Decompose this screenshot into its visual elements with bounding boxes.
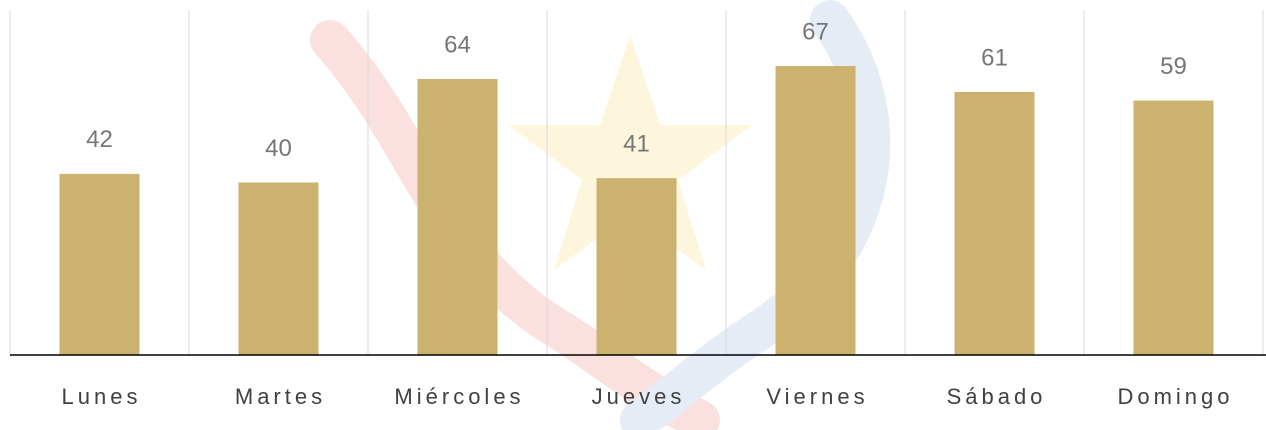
category-dividers [9, 10, 1264, 355]
bar [954, 91, 1035, 355]
data-label: 41 [623, 131, 650, 158]
bar [775, 66, 856, 355]
x-tick-label: Viernes [766, 384, 868, 409]
x-tick-label: Lunes [62, 384, 142, 409]
data-label: 61 [981, 44, 1008, 71]
x-tick-label: Sábado [947, 384, 1047, 409]
x-tick-label: Domingo [1117, 384, 1233, 409]
x-tick-label: Martes [235, 384, 326, 409]
data-label: 64 [444, 31, 471, 58]
data-label: 59 [1160, 53, 1187, 80]
data-label: 67 [802, 18, 829, 45]
data-label: 40 [265, 135, 292, 162]
x-tick-label: Miércoles [394, 384, 524, 409]
plot: 42 Lunes 40 Martes 64 Miércoles 41 Jueves 67 Vier… [59, 18, 1233, 409]
x-tick-label: Jueves [592, 384, 686, 409]
watermark-star [508, 35, 752, 270]
watermark-laurel-red [310, 20, 720, 430]
bar [1133, 100, 1214, 355]
bar [596, 178, 677, 355]
bar [417, 79, 498, 355]
data-label: 42 [86, 126, 113, 153]
bar [238, 182, 319, 355]
bar [59, 173, 140, 355]
